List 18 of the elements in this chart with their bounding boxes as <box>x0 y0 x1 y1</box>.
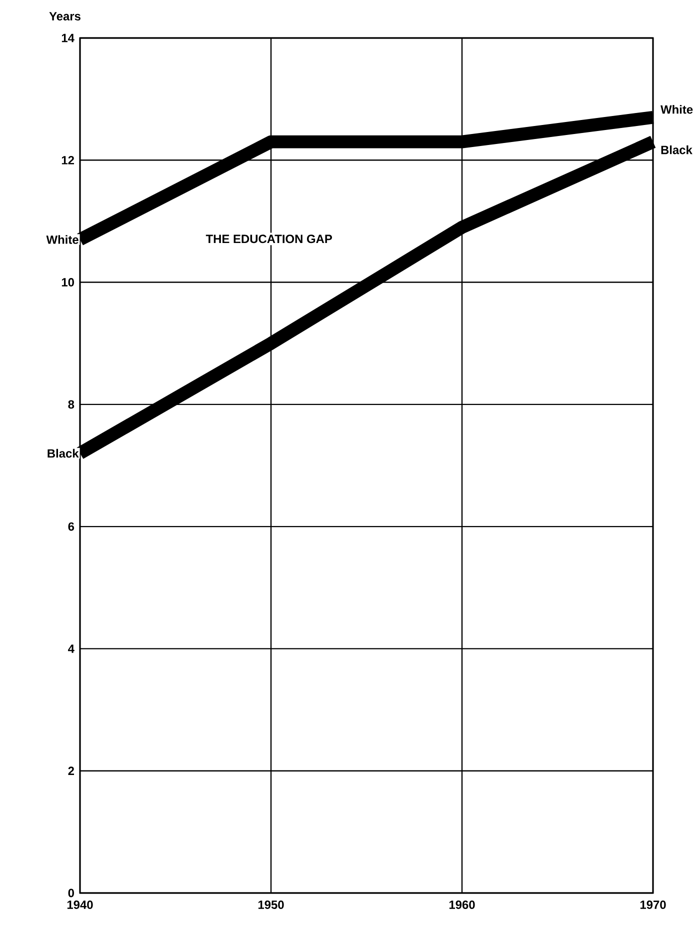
y-tick-label: 2 <box>68 766 74 776</box>
x-tick-label: 1940 <box>67 900 93 909</box>
y-tick-label: 10 <box>62 278 74 286</box>
x-tick-label: 1960 <box>449 900 475 909</box>
y-tick-label: 0 <box>68 888 74 898</box>
y-tick-label: 14 <box>62 34 74 42</box>
y-tick-label: 8 <box>68 400 74 409</box>
x-tick-label: 1970 <box>640 900 666 909</box>
x-tick-label: 1950 <box>258 900 284 909</box>
text: THE EDUCATION GAP <box>206 234 332 244</box>
series-label: White <box>46 235 78 244</box>
text: White <box>660 105 693 114</box>
y-tick-label: 4 <box>68 644 74 653</box>
text: Black <box>661 145 692 154</box>
y-tick-label: 12 <box>62 156 74 164</box>
y-axis-title: Years <box>49 12 80 20</box>
series-label: Black <box>48 448 79 458</box>
y-tick-label: 6 <box>68 522 74 531</box>
